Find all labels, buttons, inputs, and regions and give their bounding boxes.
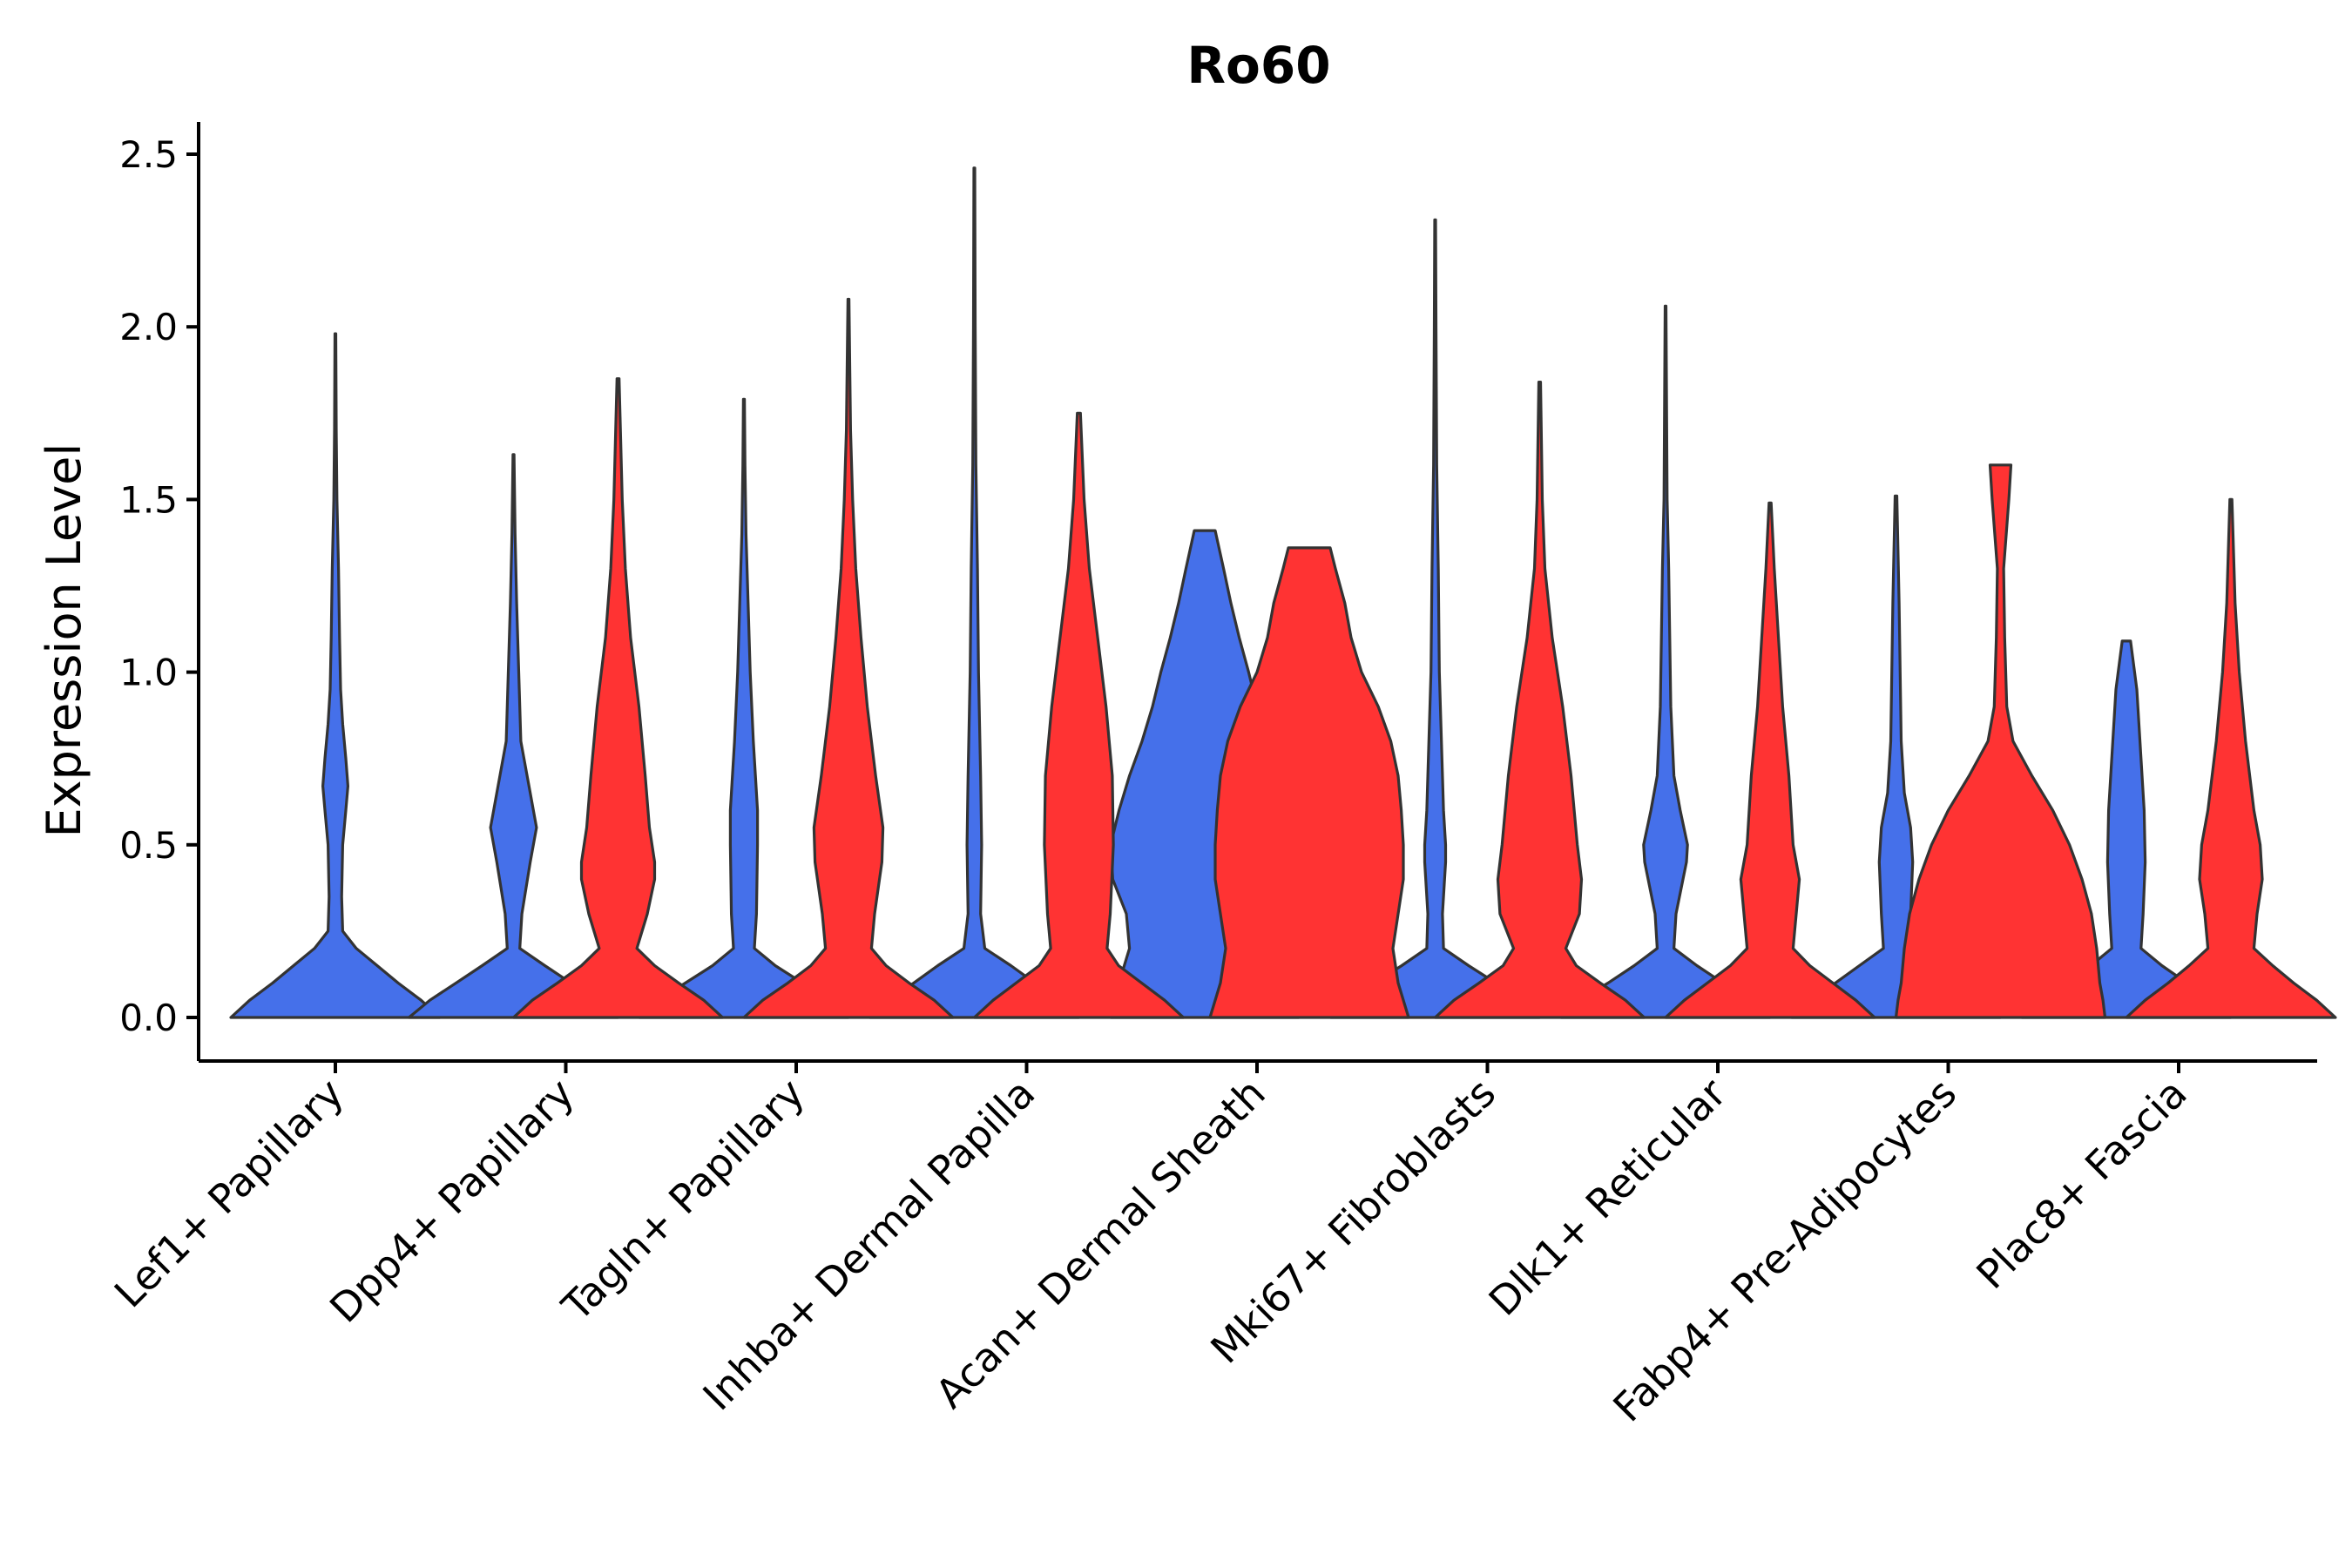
violin-red-8 — [1894, 463, 2107, 1019]
chart-title: Ro60 — [1186, 36, 1330, 95]
x-tick-label: Tagln+ Papillary — [552, 1070, 814, 1331]
violin-red-7 — [1664, 501, 1876, 1019]
y-tick-label: 1.0 — [119, 652, 178, 694]
violin-blue-6 — [1328, 218, 1542, 1019]
y-tick-label: 0.5 — [119, 824, 178, 867]
violin-red-6 — [1433, 381, 1646, 1019]
x-tick-label: Dpp4+ Papillary — [321, 1070, 583, 1332]
violin-blue-4 — [868, 166, 1081, 1019]
violin-blue-9 — [2020, 639, 2233, 1019]
y-axis-label: Expression Level — [37, 443, 91, 838]
violin-red-4 — [972, 411, 1186, 1019]
violin-blue-2 — [407, 453, 620, 1019]
violin-red-5 — [1208, 546, 1410, 1019]
violin-red-3 — [742, 297, 955, 1019]
violin-red-9 — [2125, 497, 2337, 1019]
x-tick-label: Plac8+ Fascia — [1967, 1070, 2195, 1298]
x-tick-label: Lef1+ Papillary — [105, 1070, 353, 1317]
violins-group — [229, 166, 2337, 1019]
y-tick-label: 2.5 — [119, 133, 178, 176]
y-axis: 0.0 0.5 1.0 1.5 2.0 2.5 — [119, 122, 200, 1061]
y-tick-label: 0.0 — [119, 997, 178, 1039]
violin-blue-3 — [638, 397, 850, 1019]
x-tick-label: Dlk1+ Reticular — [1480, 1070, 1735, 1325]
violin-blue-7 — [1559, 304, 1772, 1019]
y-tick-label: 2.0 — [119, 306, 178, 348]
violin-red-2 — [511, 377, 725, 1019]
y-tick-label: 1.5 — [119, 478, 178, 521]
violin-blue-1 — [229, 332, 442, 1019]
